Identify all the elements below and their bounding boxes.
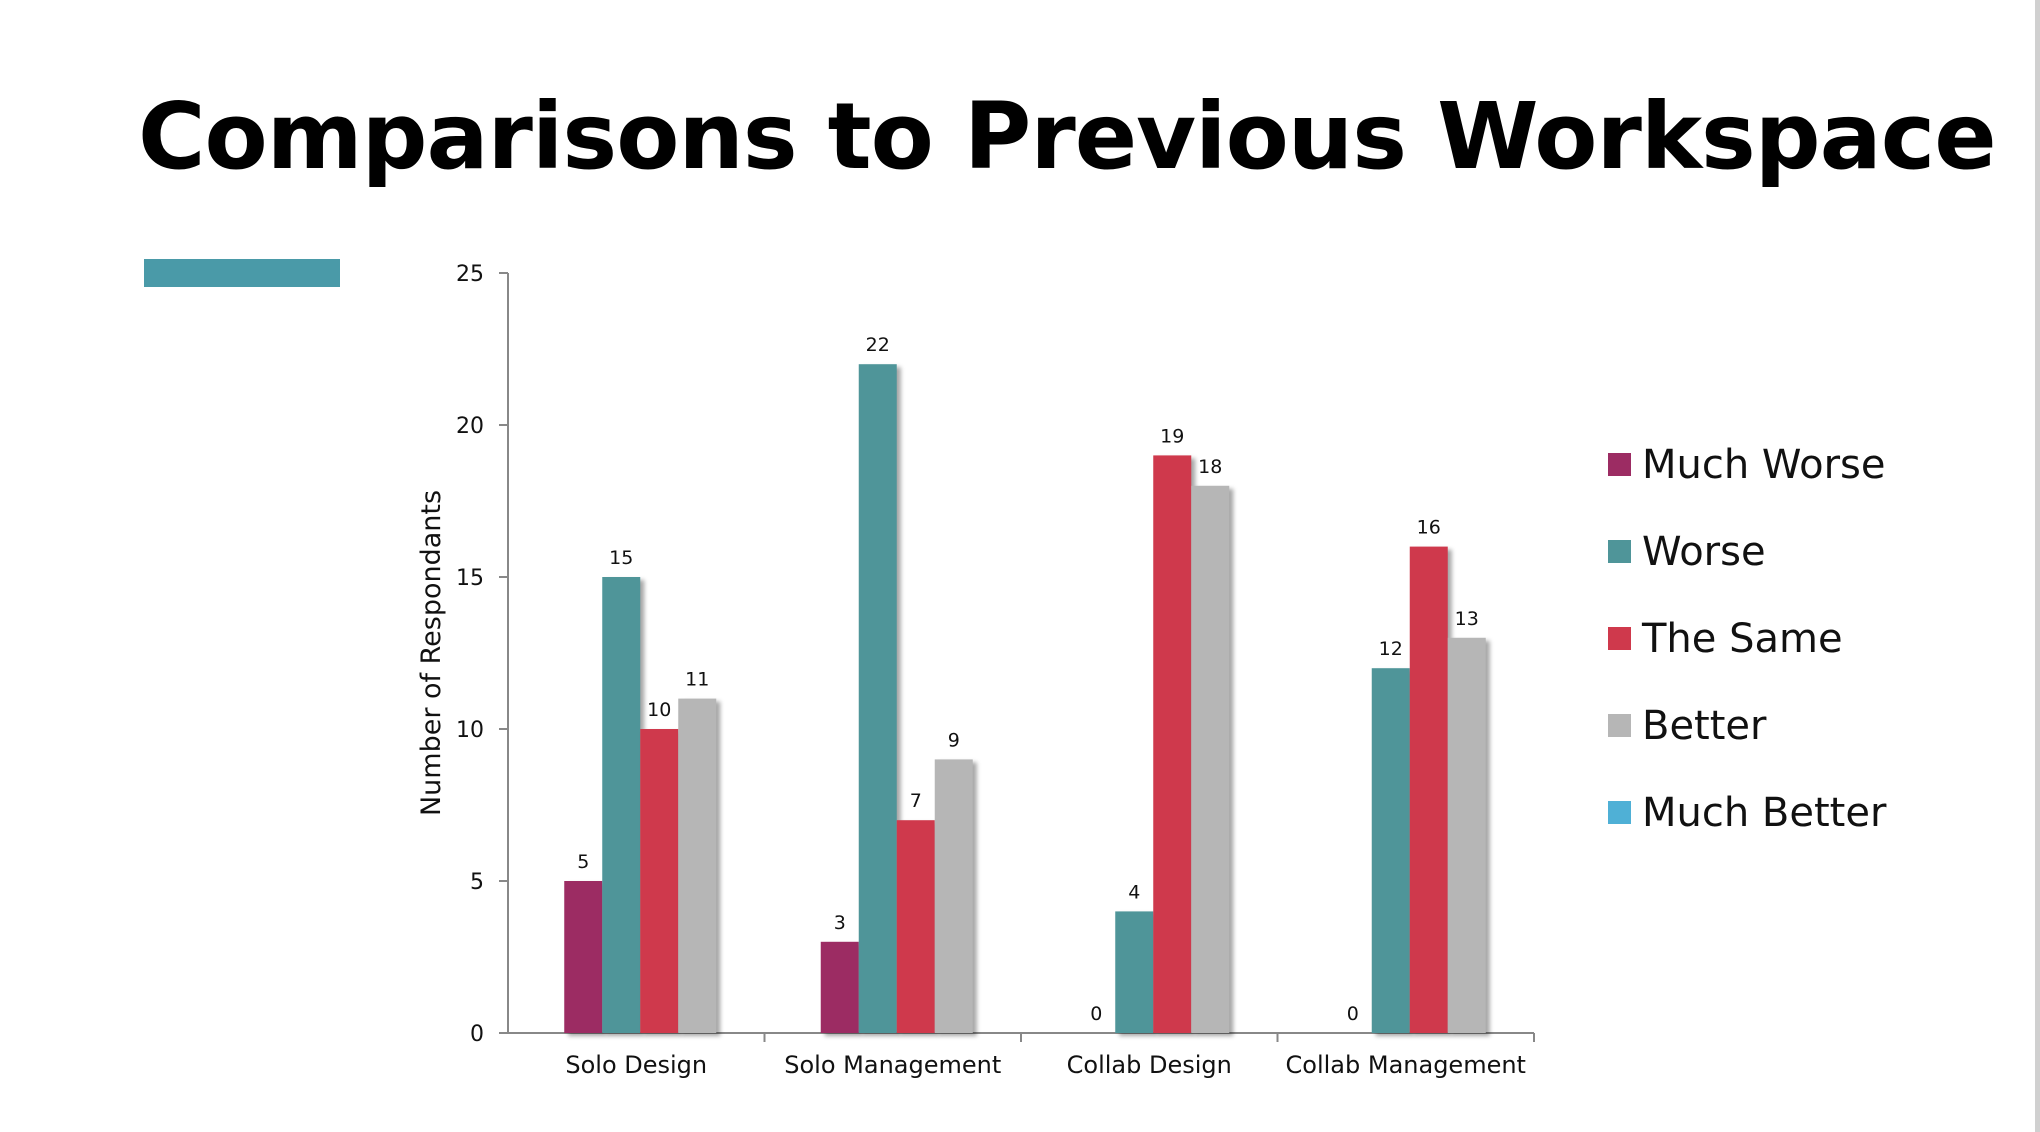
y-axis-title: Number of Respondants xyxy=(416,490,447,816)
data-label: 18 xyxy=(1198,456,1222,478)
legend-swatch xyxy=(1608,714,1631,737)
data-label: 0 xyxy=(1090,1003,1102,1025)
x-category-label: Solo Management xyxy=(784,1051,1001,1079)
bar xyxy=(640,729,679,1033)
bar xyxy=(934,759,973,1033)
legend-swatch xyxy=(1608,627,1631,650)
legend-entry: Better xyxy=(1642,703,1767,749)
data-label: 5 xyxy=(577,851,589,873)
bar xyxy=(1153,455,1192,1033)
chart-axes: 0 5 10 15 20 25 Number of Respondants Solo Desi… xyxy=(416,262,1535,1079)
bar xyxy=(1409,546,1448,1033)
bar xyxy=(1115,911,1154,1033)
bar xyxy=(1447,637,1486,1033)
bar xyxy=(896,820,935,1033)
data-label: 22 xyxy=(866,334,890,356)
data-label: 16 xyxy=(1417,517,1441,539)
data-label: 9 xyxy=(948,729,960,751)
bar xyxy=(678,698,717,1033)
data-label: 13 xyxy=(1455,608,1479,630)
data-label: 11 xyxy=(685,669,709,691)
y-tick-label: 5 xyxy=(470,870,484,895)
slide-edge xyxy=(2035,0,2040,1132)
y-tick-label: 25 xyxy=(456,262,484,287)
chart-legend: Much Worse Worse The Same Better Much Better xyxy=(1608,442,1887,836)
bar xyxy=(1371,668,1410,1033)
legend-entry: Much Worse xyxy=(1642,442,1886,488)
legend-entry: Much Better xyxy=(1642,790,1887,836)
chart-bars xyxy=(564,364,1486,1033)
data-label: 10 xyxy=(647,699,671,721)
data-label: 19 xyxy=(1160,425,1184,447)
legend-swatch xyxy=(1608,801,1631,824)
x-category-label: Collab Management xyxy=(1286,1051,1526,1079)
bar xyxy=(602,577,641,1033)
bar xyxy=(1191,485,1230,1033)
chart-data-labels: 5 15 10 11 3 22 7 9 0 4 19 18 0 12 16 13 xyxy=(577,334,1479,1025)
x-category-label: Collab Design xyxy=(1067,1051,1232,1079)
y-tick-label: 0 xyxy=(470,1022,484,1047)
data-label: 0 xyxy=(1347,1003,1359,1025)
legend-entry: The Same xyxy=(1641,616,1843,662)
y-tick-label: 15 xyxy=(456,566,484,591)
slide-title: Comparisons to Previous Workspace xyxy=(138,83,1997,190)
bar xyxy=(564,881,603,1033)
data-label: 3 xyxy=(834,912,846,934)
legend-swatch xyxy=(1608,540,1631,563)
data-label: 15 xyxy=(609,547,633,569)
accent-bar xyxy=(144,259,340,287)
y-tick-label: 20 xyxy=(456,414,484,439)
data-label: 7 xyxy=(910,790,922,812)
y-tick-label: 10 xyxy=(456,718,484,743)
bar xyxy=(858,364,897,1033)
bar xyxy=(820,941,859,1033)
legend-swatch xyxy=(1608,453,1631,476)
data-label: 12 xyxy=(1379,638,1403,660)
x-category-label: Solo Design xyxy=(565,1051,707,1079)
legend-entry: Worse xyxy=(1642,529,1766,575)
data-label: 4 xyxy=(1128,881,1140,903)
